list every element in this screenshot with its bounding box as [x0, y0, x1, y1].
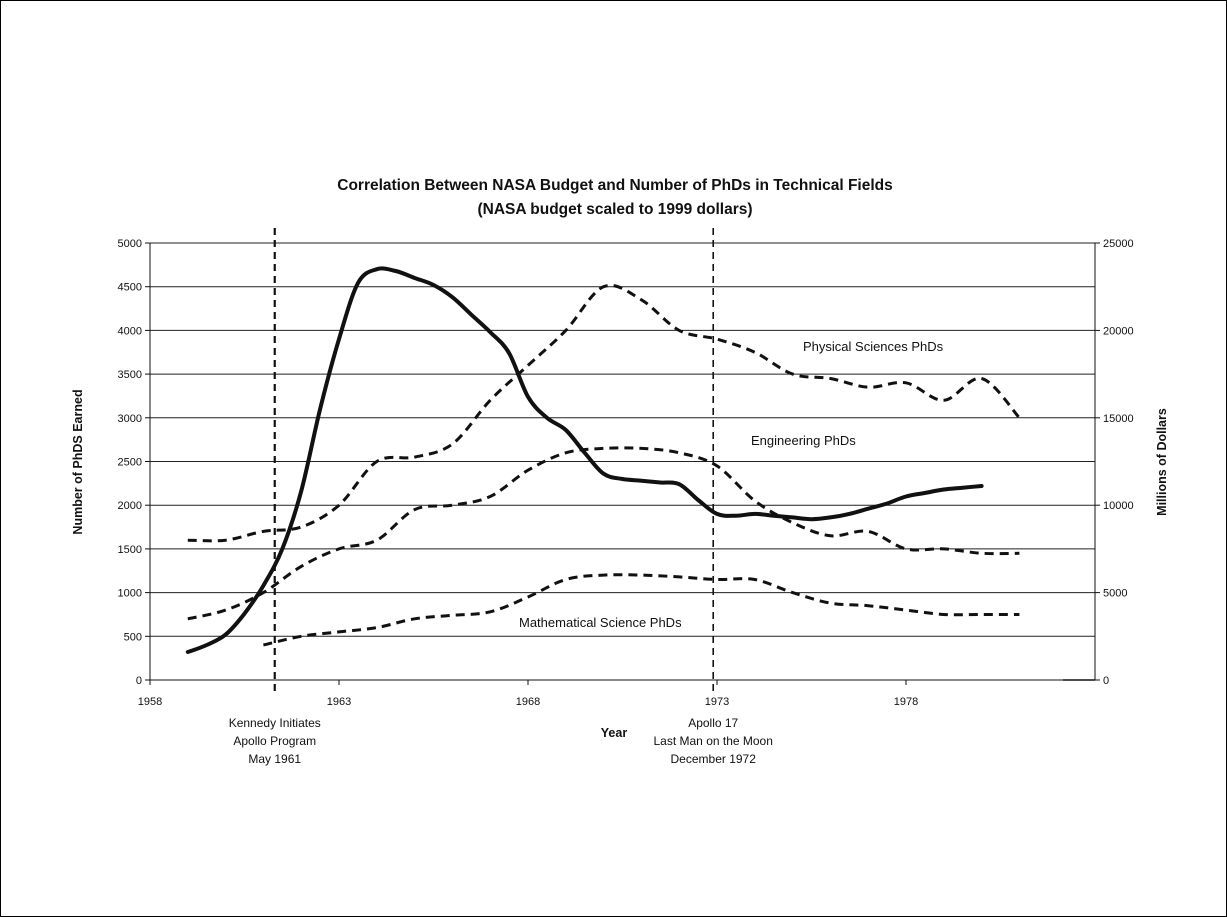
- math-science-label: Mathematical Science PhDs: [519, 615, 682, 630]
- y-tick-label-left: 4500: [118, 282, 142, 294]
- tick-labels: 0 500 1000 1500 2000 2500 3000 3500 4000 4500 5000…: [118, 238, 1134, 708]
- physical-sciences-label: Physical Sciences PhDs: [803, 339, 944, 354]
- y-tick-label-left: 1000: [118, 588, 142, 600]
- chart-title: Correlation Between NASA Budget and Numb…: [337, 177, 893, 194]
- y-axis-label-right: Millions of Dollars: [1155, 408, 1169, 516]
- series-line-nasa-budget: [185, 266, 984, 654]
- event-label: May 1961: [248, 752, 301, 766]
- y-tick-label-right: 20000: [1103, 325, 1134, 337]
- y-tick-label-left: 2500: [118, 457, 142, 469]
- y-tick-label-left: 1500: [118, 544, 142, 556]
- series-line-physical-sciences-phds: [187, 283, 1021, 543]
- y-tick-label-left: 5000: [118, 238, 142, 250]
- y-tick-label-right: 5000: [1103, 588, 1127, 600]
- y-tick-label-left: 2000: [118, 500, 142, 512]
- event-label: Last Man on the Moon: [654, 734, 773, 748]
- y-tick-label-left: 3000: [118, 413, 142, 425]
- y-tick-label-right: 15000: [1103, 413, 1134, 425]
- x-tick-label: 1973: [705, 696, 729, 708]
- x-tick-label: 1978: [894, 696, 918, 708]
- x-tick-label: 1968: [516, 696, 540, 708]
- y-tick-label-left: 500: [124, 631, 142, 643]
- series-line-mathematical-science-phds: [263, 573, 1020, 647]
- y-tick-label-left: 3500: [118, 369, 142, 381]
- engineering-label: Engineering PhDs: [751, 433, 856, 448]
- event-label: December 1972: [671, 752, 757, 766]
- y-tick-label-left: 0: [136, 675, 142, 687]
- y-tick-label-right: 25000: [1103, 238, 1134, 250]
- x-axis-label: Year: [601, 726, 628, 740]
- event-markers: Kennedy Initiates Apollo Program May 1961 A…: [229, 228, 773, 766]
- series-lines: [185, 266, 1021, 654]
- chart-subtitle: (NASA budget scaled to 1999 dollars): [477, 201, 752, 218]
- gridlines: [150, 242, 1095, 637]
- y-tick-label-left: 4000: [118, 325, 142, 337]
- y-tick-label-right: 10000: [1103, 500, 1134, 512]
- y-tick-label-right: 0: [1103, 675, 1109, 687]
- event-label: Kennedy Initiates: [229, 716, 321, 730]
- x-tick-label: 1958: [138, 696, 162, 708]
- x-tick-label: 1963: [327, 696, 351, 708]
- event-label: Apollo 17: [688, 716, 738, 730]
- series-line-engineering-phds: [187, 446, 1020, 621]
- y-axis-label-left: Number of PhDS Earned: [71, 389, 85, 534]
- event-label: Apollo Program: [233, 734, 316, 748]
